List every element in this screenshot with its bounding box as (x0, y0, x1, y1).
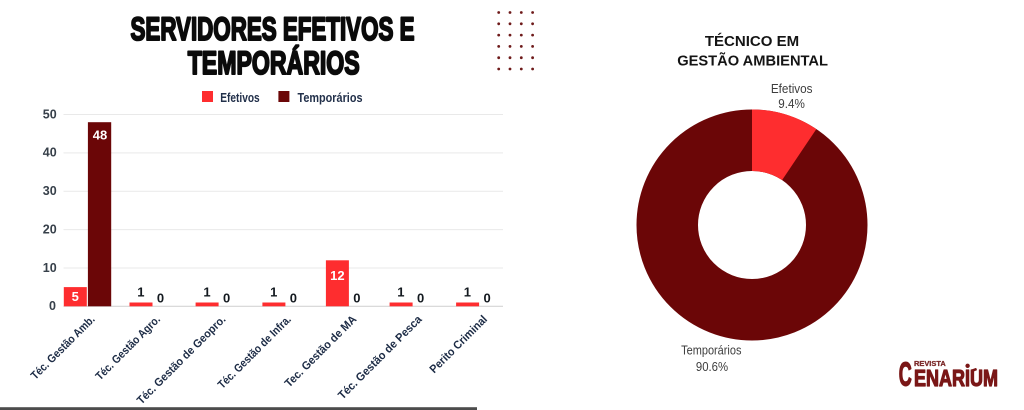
svg-text:40: 40 (43, 146, 57, 160)
svg-text:12: 12 (330, 268, 344, 283)
svg-text:1: 1 (397, 285, 404, 300)
svg-text:48: 48 (93, 127, 107, 142)
svg-text:Temporários: Temporários (681, 344, 741, 358)
svg-text:0: 0 (353, 290, 360, 305)
svg-text:GESTÃO AMBIENTAL: GESTÃO AMBIENTAL (677, 52, 828, 70)
svg-text:1: 1 (270, 285, 277, 300)
svg-text:Efetivos: Efetivos (771, 82, 813, 96)
svg-text:0: 0 (483, 290, 490, 305)
svg-text:20: 20 (43, 222, 57, 236)
svg-text:5: 5 (72, 289, 79, 304)
svg-text:9.4%: 9.4% (778, 97, 805, 111)
svg-text:C: C (899, 356, 912, 393)
svg-text:REVISTA: REVISTA (914, 361, 946, 368)
svg-text:0: 0 (223, 290, 230, 305)
svg-text:0: 0 (49, 299, 56, 313)
svg-text:1: 1 (203, 285, 210, 300)
svg-text:90.6%: 90.6% (696, 360, 728, 374)
svg-text:50: 50 (43, 107, 57, 121)
svg-text:0: 0 (417, 290, 424, 305)
svg-text:30: 30 (43, 184, 57, 198)
svg-text:ENARIUM: ENARIUM (914, 365, 998, 391)
svg-text:TÉCNICO EM: TÉCNICO EM (705, 33, 799, 50)
svg-text:Efetivos: Efetivos (220, 90, 260, 105)
svg-text:0: 0 (290, 290, 297, 305)
svg-text:SERVIDORES EFETIVOS E: SERVIDORES EFETIVOS E (131, 11, 415, 47)
svg-text:1: 1 (137, 285, 144, 300)
svg-text:Temporários: Temporários (298, 90, 363, 105)
svg-text:10: 10 (43, 261, 57, 275)
svg-text:0: 0 (157, 290, 164, 305)
svg-text:TEMPORÁRIOS: TEMPORÁRIOS (188, 45, 360, 81)
svg-text:1: 1 (464, 285, 471, 300)
